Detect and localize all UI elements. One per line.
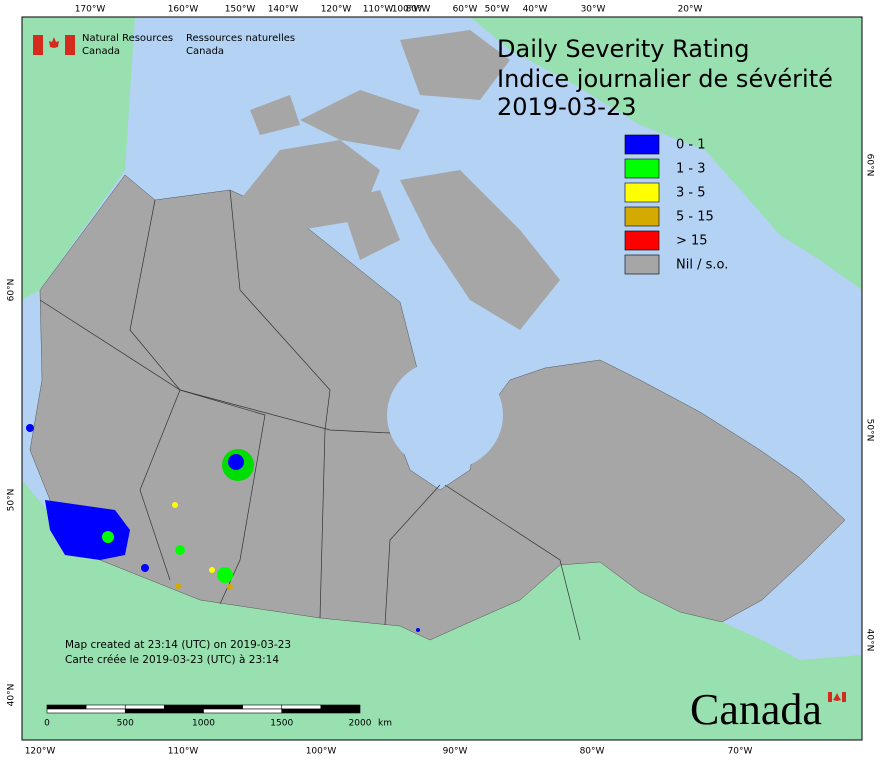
legend-swatch [624, 158, 660, 179]
scale-segment-bottom [281, 708, 361, 714]
longitude-label: 120°W [321, 5, 352, 15]
longitude-label: 160°W [168, 5, 199, 15]
credit: Map created at 23:14 (UTC) on 2019-03-23 [65, 639, 291, 651]
latitude-label: 60°N [7, 279, 17, 302]
scale-segment-top [85, 704, 126, 710]
latitude-label: 40°N [865, 629, 875, 652]
scale-label: 1000 [192, 719, 215, 729]
longitude-label: 70°W [728, 747, 753, 757]
greenland [470, 17, 862, 290]
alaska [22, 17, 135, 300]
longitude-label: 120°W [25, 747, 56, 757]
scale-label: 2000 [349, 719, 372, 729]
longitude-label: 110°W [168, 747, 199, 757]
longitude-label: 90°W [443, 747, 468, 757]
scale-segment-top [164, 704, 204, 710]
scale-unit: km [378, 719, 392, 729]
scale-segment-top [242, 704, 283, 710]
hudson-bay [387, 360, 503, 470]
latitude-label: 60°N [865, 154, 875, 177]
scale-segment-top [46, 704, 87, 710]
longitude-label: 170°W [75, 5, 106, 15]
legend-label: > 15 [676, 234, 708, 249]
wordmark: Canada [690, 685, 822, 734]
longitude-label: 150°W [225, 5, 256, 15]
longitude-label: 30°W [581, 5, 606, 15]
longitude-label: 140°W [268, 5, 299, 15]
maple-leaf [49, 37, 59, 48]
longitude-label: 60°W [453, 5, 478, 15]
legend-swatch [624, 230, 660, 251]
legend-label: Nil / s.o. [676, 258, 728, 273]
scale-label: 0 [44, 719, 50, 729]
scale-label: 1500 [270, 719, 293, 729]
longitude-label: 110°W [363, 5, 394, 15]
longitude-label: 80°W [406, 5, 431, 15]
legend-swatch [624, 254, 660, 275]
legend-swatch [624, 182, 660, 203]
agency-text: Canada [186, 46, 224, 57]
united-states [22, 480, 862, 740]
canada-mainland [29, 174, 846, 641]
legend-swatch [624, 134, 660, 155]
longitude-label: 50°W [485, 5, 510, 15]
latitude-label: 50°N [865, 419, 875, 442]
latitude-label: 40°N [7, 684, 17, 707]
arctic-island [250, 95, 300, 135]
maple-leaf [833, 693, 841, 701]
arctic-island [400, 170, 560, 330]
agency-text: Natural Resources [82, 33, 173, 44]
agency-text: Canada [82, 46, 120, 57]
scale-label: 500 [117, 719, 134, 729]
credit: Carte créée le 2019-03-23 (UTC) à 23:14 [65, 654, 279, 666]
subtitle: Indice journalier de sévérité [497, 65, 833, 93]
wordmark-block: Canada [690, 685, 846, 734]
scale-segment-bottom [203, 708, 283, 714]
scale-segment-bottom [46, 708, 126, 714]
arctic-island [400, 30, 510, 100]
scale-segment-top [281, 704, 322, 710]
scale-bar: 0 500 1000 1500 2000 km [44, 704, 392, 729]
flag-bar [828, 692, 832, 702]
boundaries [39, 189, 581, 641]
map-frame [21, 16, 863, 741]
longitude-label: 40°W [523, 5, 548, 15]
date: 2019-03-23 [497, 93, 636, 121]
latitude-label: 50°N [7, 489, 17, 512]
fire-spots [26, 424, 420, 632]
legend-label: 3 - 5 [676, 186, 706, 201]
scale-segment-top [320, 704, 361, 710]
scale-segment-top [124, 704, 165, 710]
longitude-label: 100°W [306, 747, 337, 757]
legend: 0 - 1 1 - 3 3 - 5 5 - 15 > 15 Nil / s.o. [624, 134, 728, 275]
legend-label: 0 - 1 [676, 138, 706, 153]
flag-bar [33, 35, 43, 55]
agency-block: Natural Resources Canada Ressources natu… [33, 33, 295, 57]
flag-bar [65, 35, 75, 55]
longitude-label: 100°W [392, 5, 423, 15]
flag-bar [842, 692, 846, 702]
legend-label: 5 - 15 [676, 210, 714, 225]
title: Daily Severity Rating [497, 35, 749, 63]
arctic-island [340, 190, 400, 260]
legend-label: 1 - 3 [676, 162, 706, 177]
arctic-island [300, 90, 420, 150]
scale-segment-bottom [124, 708, 204, 714]
frame-border [21, 16, 863, 741]
longitude-label: 20°W [678, 5, 703, 15]
scale-segment-top [203, 704, 243, 710]
longitude-label: 80°W [580, 747, 605, 757]
legend-swatch [624, 206, 660, 227]
agency-text: Ressources naturelles [186, 33, 295, 44]
